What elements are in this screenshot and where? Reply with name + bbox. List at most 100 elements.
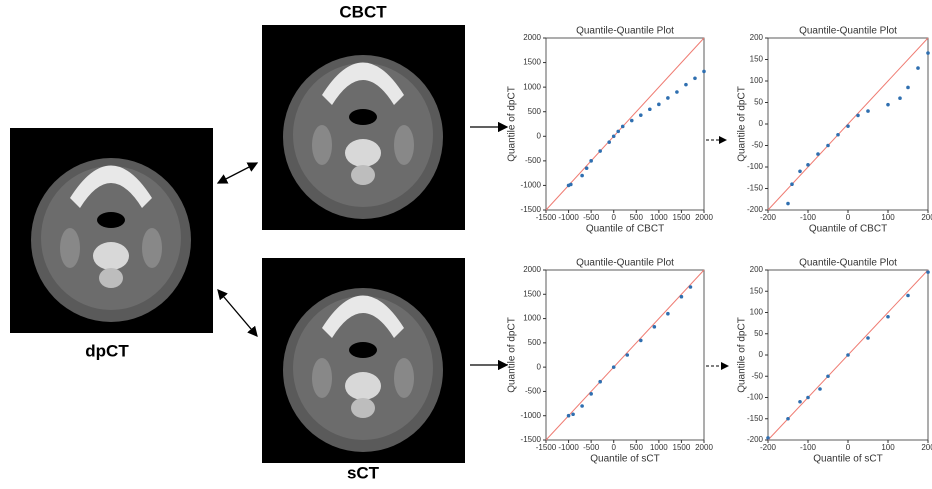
point (639, 338, 643, 343)
y-axis-label: Quantile of dpCT (737, 86, 748, 162)
x-tick-label: -1500 (536, 443, 557, 452)
sct-image (262, 258, 465, 463)
x-tick-label: 1500 (673, 213, 691, 222)
y-tick-label: -1000 (521, 411, 542, 420)
y-tick-label: 0 (537, 362, 542, 371)
point (806, 395, 810, 400)
y-tick-label: -50 (751, 141, 763, 150)
y-tick-label: 150 (750, 286, 764, 295)
x-tick-label: -500 (583, 443, 600, 452)
y-tick-label: 1000 (523, 82, 541, 91)
image-label: CBCT (339, 2, 387, 21)
x-tick-label: 0 (846, 443, 851, 452)
point (826, 374, 830, 379)
x-tick-label: 100 (881, 213, 895, 222)
point (607, 140, 611, 144)
point (598, 149, 602, 153)
point (836, 132, 840, 137)
cbct-image (262, 25, 465, 230)
point (566, 413, 571, 418)
point (648, 107, 652, 112)
y-tick-label: 50 (754, 329, 763, 338)
point (620, 124, 625, 129)
x-tick-label: 0 (611, 443, 616, 452)
x-axis-label: Quantile of sCT (813, 454, 882, 465)
point (826, 143, 830, 148)
y-tick-label: 0 (759, 350, 764, 359)
y-tick-label: -200 (747, 435, 764, 444)
y-tick-label: -100 (747, 162, 764, 171)
point (589, 159, 593, 163)
y-tick-label: -150 (747, 414, 764, 423)
dpct-image (10, 128, 213, 333)
x-tick-label: -1000 (558, 443, 579, 452)
y-axis-label: Quantile of dpCT (507, 86, 518, 162)
point (657, 102, 661, 107)
image-label: sCT (347, 463, 380, 482)
point (866, 109, 870, 113)
point (856, 113, 860, 118)
point (818, 387, 822, 391)
x-tick-label: 1000 (650, 213, 668, 222)
y-tick-label: -200 (747, 205, 764, 214)
point (886, 102, 890, 107)
x-axis-label: Quantile of sCT (590, 454, 659, 465)
point (766, 436, 770, 440)
point (786, 416, 790, 421)
x-tick-label: 100 (881, 443, 895, 452)
point (666, 96, 670, 100)
point (846, 353, 850, 357)
x-tick-label: 500 (630, 213, 644, 222)
x-tick-label: 2000 (695, 213, 713, 222)
point (611, 365, 616, 369)
x-axis-label: Quantile of CBCT (586, 224, 664, 235)
point (598, 379, 602, 384)
y-tick-label: 2000 (523, 33, 541, 42)
chart-title: Quantile-Quantile Plot (799, 26, 897, 37)
point (652, 325, 657, 329)
y-tick-label: -100 (747, 393, 764, 402)
y-tick-label: 200 (750, 265, 764, 274)
point (898, 96, 902, 100)
y-tick-label: 100 (750, 308, 764, 317)
point (580, 404, 584, 408)
point (625, 353, 630, 357)
y-tick-label: 100 (750, 76, 764, 85)
y-tick-label: 150 (750, 55, 764, 64)
point (886, 314, 890, 319)
point (639, 113, 643, 117)
y-tick-label: 0 (759, 119, 764, 128)
chart-title: Quantile-Quantile Plot (576, 258, 674, 269)
y-tick-label: -1000 (521, 181, 542, 190)
chart-title: Quantile-Quantile Plot (799, 258, 897, 269)
y-tick-label: -1500 (521, 435, 542, 444)
x-tick-label: 2000 (695, 443, 713, 452)
y-tick-label: 50 (754, 98, 763, 107)
point (584, 166, 589, 171)
point (926, 51, 930, 55)
x-tick-label: 200 (921, 443, 932, 452)
y-tick-label: 1000 (523, 314, 541, 323)
x-tick-label: -1000 (558, 213, 579, 222)
reference-line (767, 37, 929, 211)
point (589, 392, 593, 396)
image-label: dpCT (85, 341, 129, 360)
y-tick-label: -500 (525, 156, 542, 165)
y-axis-label: Quantile of dpCT (507, 317, 518, 393)
point (580, 173, 584, 178)
point (569, 182, 573, 187)
x-tick-label: 1500 (673, 443, 691, 452)
y-tick-label: 0 (537, 131, 542, 140)
point (702, 69, 706, 74)
y-tick-label: -1500 (521, 205, 542, 214)
point (816, 152, 820, 156)
point (786, 201, 790, 206)
y-tick-label: -150 (747, 184, 764, 193)
point (688, 285, 693, 289)
point (846, 124, 850, 128)
x-tick-label: -200 (760, 213, 777, 222)
y-tick-label: 500 (528, 338, 542, 347)
x-tick-label: -1500 (536, 213, 557, 222)
point (684, 82, 688, 87)
